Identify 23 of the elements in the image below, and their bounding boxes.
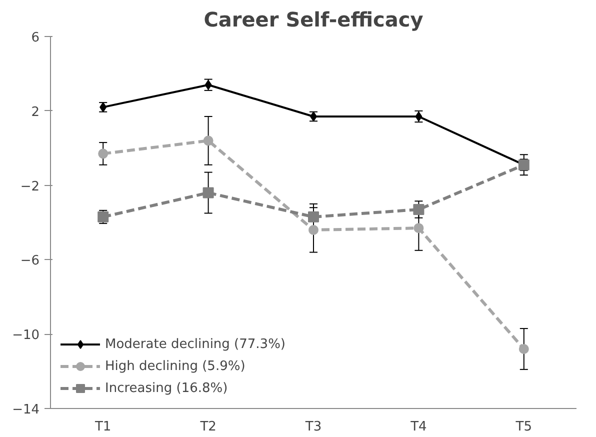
y-tick-label: −14 <box>12 402 40 418</box>
x-tick-label: T2 <box>199 420 216 434</box>
point <box>98 148 108 159</box>
point <box>308 211 319 222</box>
y-tick-label: −2 <box>20 179 40 194</box>
x-tick-label: T1 <box>94 420 112 434</box>
x-tick-label: T4 <box>410 420 427 434</box>
point <box>413 204 424 215</box>
y-tick-label: −10 <box>12 328 40 344</box>
x-tick-label: T5 <box>514 420 532 434</box>
legend-label: Moderate declining (77.3%) <box>105 336 286 352</box>
point <box>308 224 318 235</box>
point <box>414 223 424 234</box>
point <box>203 136 214 146</box>
point <box>202 187 214 198</box>
y-tick-label: −6 <box>20 254 40 269</box>
x-tick-label: T3 <box>304 420 322 434</box>
legend-label: Increasing (16.8%) <box>105 380 228 396</box>
chart-title: Career Self-efficacy <box>204 8 424 32</box>
y-tick-label: 2 <box>31 104 40 120</box>
legend-label: High declining (5.9%) <box>105 358 246 374</box>
y-tick-label: 6 <box>31 30 40 46</box>
point <box>518 344 529 354</box>
